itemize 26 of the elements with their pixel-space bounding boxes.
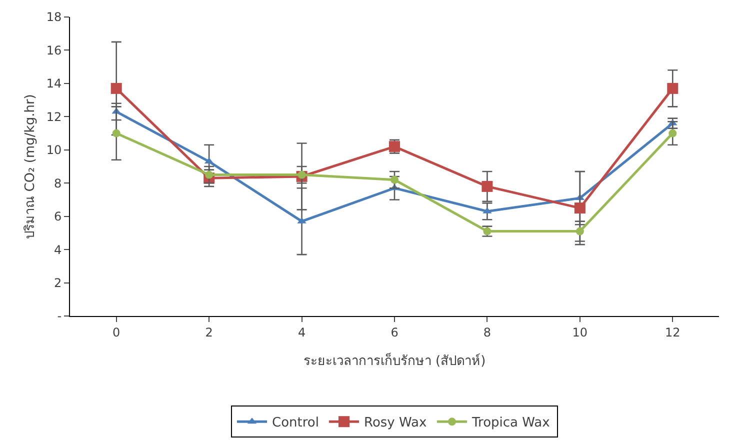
x-axis-title: ระยะเวลาการเก็บรักษา (สัปดาห์) — [303, 351, 486, 369]
y-tick-label: 12 — [46, 110, 62, 124]
y-tick-label: 8 — [54, 176, 62, 190]
x-tick-label: 10 — [572, 325, 588, 340]
legend-label: Rosy Wax — [364, 416, 427, 431]
x-tick-label: 2 — [205, 325, 213, 340]
y-tick-label: 2 — [54, 276, 62, 290]
y-tick-label: 14 — [46, 76, 62, 91]
y-tick-label: 16 — [46, 43, 62, 58]
x-tick-label: 4 — [298, 325, 306, 340]
point — [574, 202, 586, 214]
point — [110, 82, 122, 94]
y-tick-label: 18 — [46, 10, 62, 24]
x-tick-label: 0 — [112, 325, 120, 340]
point — [482, 180, 493, 192]
y-tick-label: 6 — [54, 210, 62, 224]
x-tick-label: 8 — [483, 325, 492, 340]
y-axis-title: ปริมาณ CO₂ (mg/kg.hr) — [23, 94, 38, 239]
point — [667, 82, 678, 94]
x-tick-label: 12 — [665, 325, 680, 340]
y-tick-label: 4 — [54, 242, 62, 257]
y-tick-label: - — [57, 309, 62, 324]
legend-label: Control — [272, 416, 319, 431]
x-tick-label: 6 — [390, 325, 398, 340]
y-tick-label: 10 — [46, 143, 62, 158]
legend-label: Tropica Wax — [470, 416, 550, 431]
